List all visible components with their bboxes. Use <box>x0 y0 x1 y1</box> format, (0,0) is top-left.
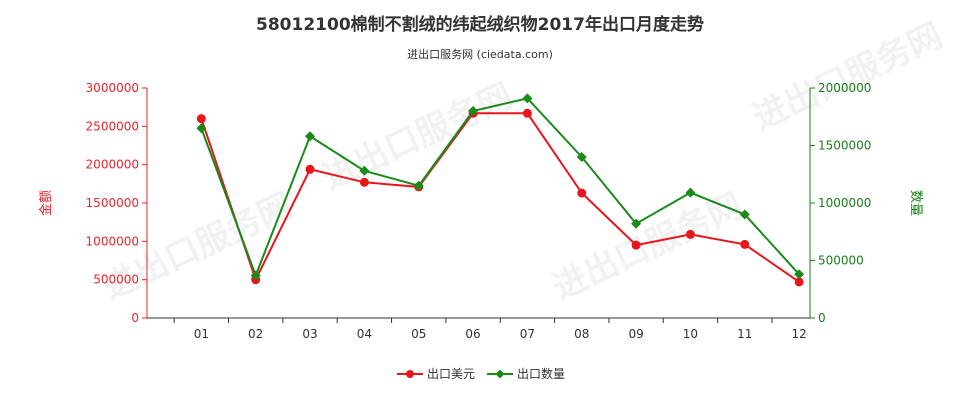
series-0-point <box>196 114 206 124</box>
y-left-tick-label: 1000000 <box>86 234 139 248</box>
series-1-point <box>413 180 424 191</box>
y-right-tick-label: 1500000 <box>818 139 871 153</box>
series-0-point <box>794 277 804 287</box>
series-line-0 <box>200 112 800 283</box>
x-tick-label: 04 <box>357 327 372 341</box>
plot-area: 0 500000 1000000 1500000 2000000 2500000 30000… <box>38 81 923 341</box>
x-tick-label: 02 <box>248 327 263 341</box>
series-1-point <box>522 93 533 104</box>
y-left-tick-label: 2500000 <box>86 119 139 133</box>
series-1-point <box>250 270 261 281</box>
y-right-axis-title: 数量 <box>908 190 923 216</box>
series-0-point <box>631 240 641 250</box>
x-tick-label: 12 <box>791 327 806 341</box>
chart-title: 58012100棉制不割绒的纬起绒织物2017年出口月度走势 <box>256 14 704 35</box>
series-1-point <box>359 165 370 176</box>
y-left-tick-label: 1500000 <box>86 196 139 210</box>
legend-label-1: 出口数量 <box>517 366 565 381</box>
x-tick-label: 07 <box>520 327 535 341</box>
series-1-point <box>468 106 479 116</box>
series-0-point <box>740 239 750 249</box>
x-tick-label: 09 <box>628 327 643 341</box>
x-tick-label: 05 <box>411 327 426 341</box>
series-1-point <box>739 209 750 220</box>
chart-subtitle: 进出口服务网 (ciedata.com) <box>407 47 553 61</box>
legend-label-0: 出口美元 <box>427 367 475 381</box>
series-0-point <box>577 188 587 198</box>
series-1-point <box>631 218 642 229</box>
x-tick-label: 06 <box>465 327 480 341</box>
series-0-point <box>522 108 532 118</box>
watermark-text-3: 进出口服务网 <box>747 16 949 138</box>
series-1-point <box>685 187 696 198</box>
series-1-point <box>576 152 587 162</box>
y-right-tick-label: 2000000 <box>818 81 871 95</box>
x-tick-label: 08 <box>574 327 589 341</box>
y-right-tick-label: 500000 <box>818 254 864 268</box>
y-right-tick-label: 1000000 <box>818 196 871 210</box>
legend: 出口美元 出口数量 <box>397 366 565 381</box>
legend-marker-1 <box>495 369 505 379</box>
series-0-point <box>305 164 315 174</box>
x-tick-label: 10 <box>683 327 698 341</box>
series-1-point <box>196 123 207 134</box>
series-0-point <box>685 229 695 239</box>
y-left-axis-title: 金额 <box>38 190 54 216</box>
series-0-point <box>359 177 369 187</box>
y-right-tick-label: 0 <box>818 311 826 325</box>
legend-marker-0 <box>406 370 414 378</box>
y-left-tick-label: 2000000 <box>86 158 139 172</box>
y-left-tick-label: 500000 <box>93 273 139 287</box>
series-1-point <box>794 269 805 280</box>
x-tick-label: 11 <box>737 327 752 341</box>
series-1-point <box>305 131 316 142</box>
x-tick-label: 01 <box>194 327 209 341</box>
y-left-tick-label: 0 <box>131 311 139 325</box>
watermark-text-1: 进出口服务网 <box>317 76 519 198</box>
series-line-1 <box>200 97 800 279</box>
x-tick-label: 03 <box>302 327 317 341</box>
y-left-tick-label: 3000000 <box>86 81 139 95</box>
